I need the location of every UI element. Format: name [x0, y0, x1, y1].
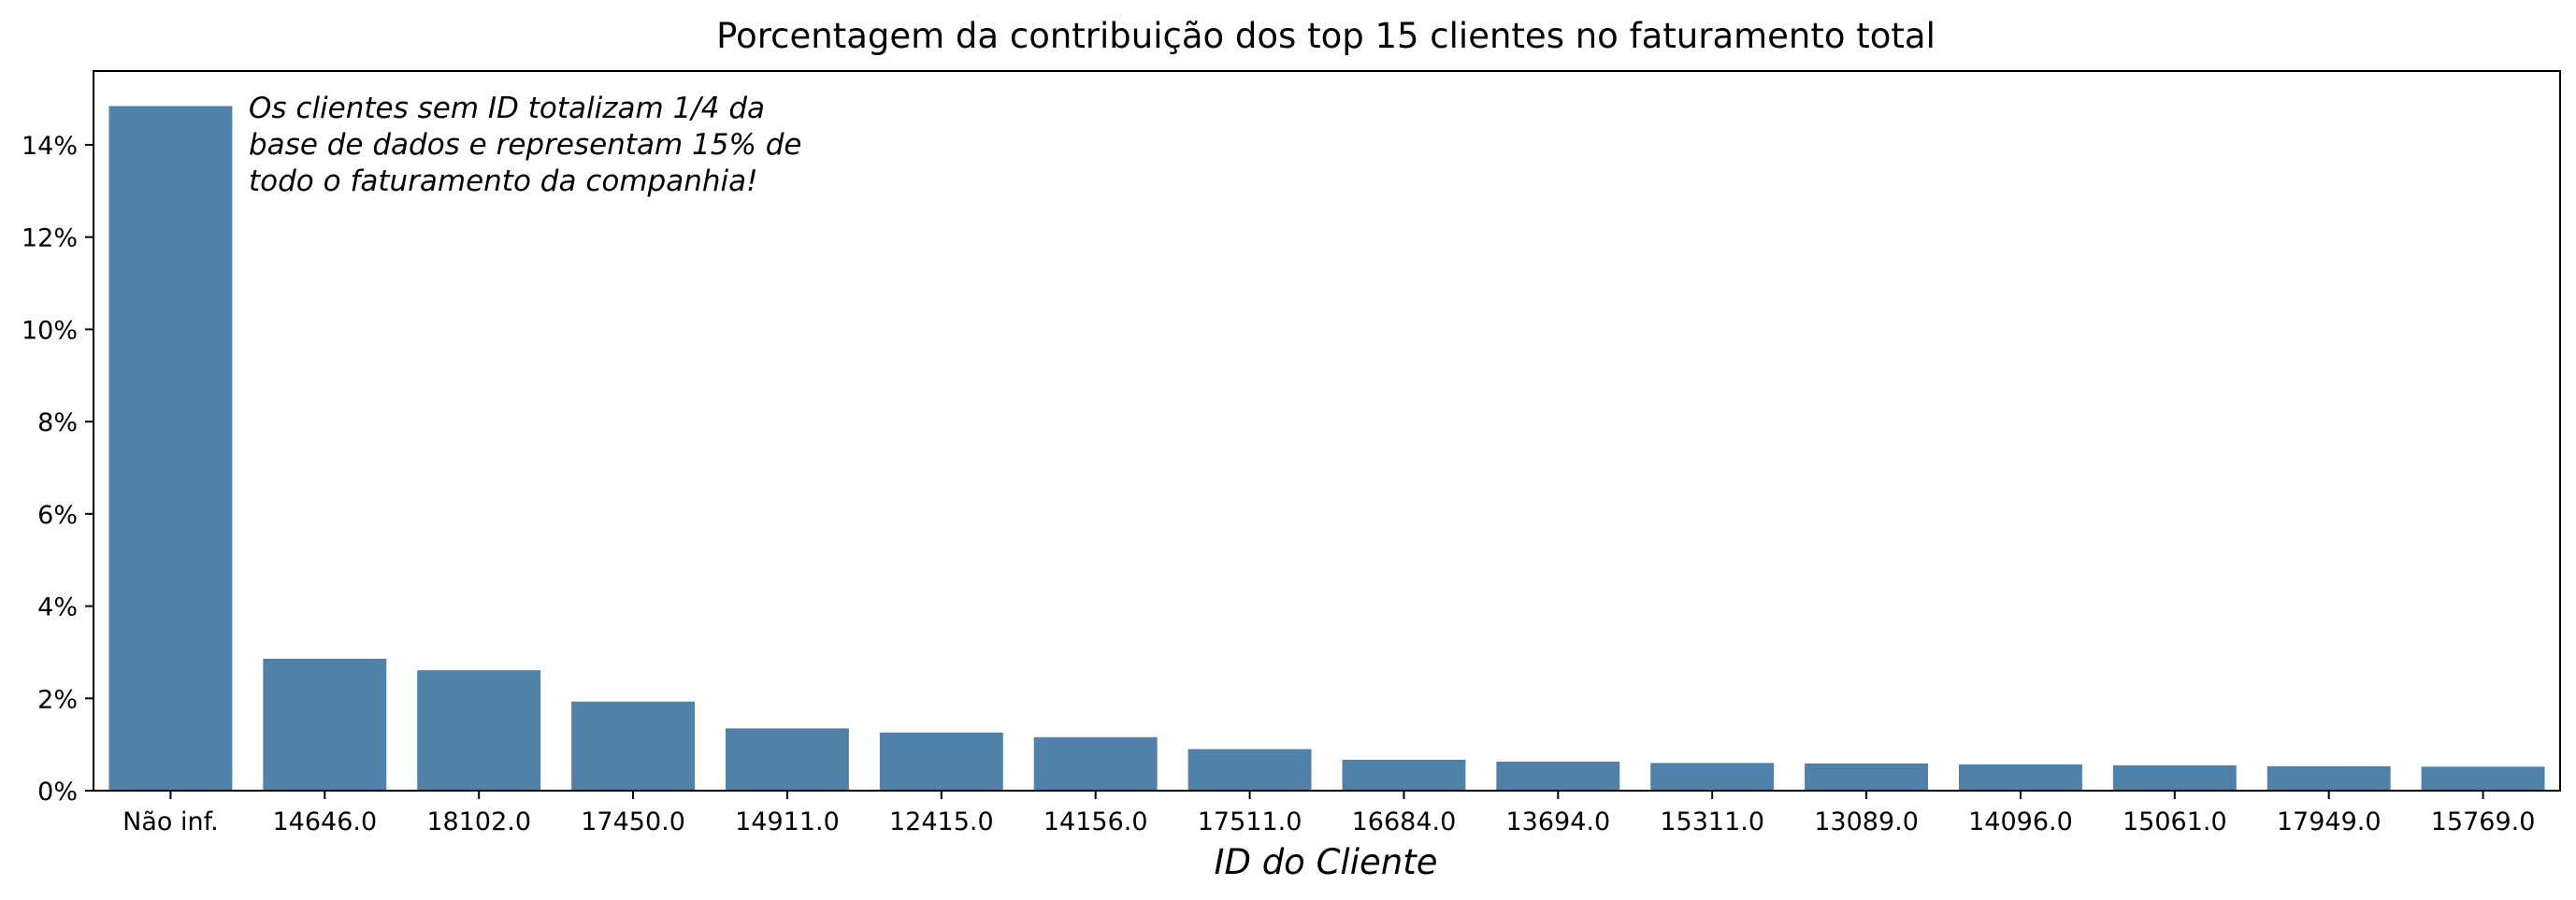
x-tick-label-14: 17949.0: [2277, 807, 2382, 836]
y-axis: 0% 2% 4% 6% 8% 10% 12% 14%: [22, 132, 94, 807]
x-tick-label-1: 14646.0: [272, 807, 377, 836]
annotation-line-3: todo o faturamento da companhia!: [249, 164, 758, 198]
plot-frame: [93, 70, 2561, 792]
annotation: Os clientes sem ID totalizam 1/4 da base…: [249, 92, 802, 198]
y-tick-label-3: 6%: [37, 501, 78, 530]
x-tick-label-5: 12415.0: [889, 807, 994, 836]
x-tick-label-0: Não inf.: [122, 807, 219, 836]
bar-8: [1342, 759, 1466, 791]
x-tick-label-9: 13694.0: [1505, 807, 1610, 836]
x-tick-label-2: 18102.0: [426, 807, 531, 836]
x-axis: Não inf. 14646.0 18102.0 17450.0 14911.0 1241…: [122, 791, 2535, 836]
annotation-line-1: Os clientes sem ID totalizam 1/4 da: [249, 92, 765, 125]
bar-1: [263, 658, 387, 791]
bar-13: [2112, 764, 2237, 791]
y-tick-label-7: 14%: [22, 132, 78, 161]
bar-2: [417, 670, 541, 791]
x-tick-label-12: 14096.0: [1968, 807, 2073, 836]
bar-4: [725, 728, 849, 791]
bar-0: [108, 106, 233, 791]
bar-5: [879, 732, 1003, 791]
bar-9: [1496, 761, 1620, 791]
x-tick-label-4: 14911.0: [735, 807, 840, 836]
x-tick-label-15: 15769.0: [2431, 807, 2536, 836]
x-tick-label-8: 16684.0: [1352, 807, 1457, 836]
x-tick-label-13: 15061.0: [2123, 807, 2227, 836]
y-tick-label-4: 8%: [37, 408, 78, 437]
bar-6: [1033, 736, 1158, 791]
bar-15: [2421, 766, 2545, 791]
x-tick-label-11: 13089.0: [1814, 807, 1919, 836]
bars-layer: [108, 106, 2545, 791]
y-tick-label-2: 4%: [37, 593, 78, 622]
x-tick-label-10: 15311.0: [1660, 807, 1764, 836]
y-tick-label-6: 12%: [22, 224, 78, 253]
bar-14: [2267, 765, 2391, 791]
bar-12: [1958, 764, 2082, 791]
chart-title: Porcentagem da contribuição dos top 15 c…: [716, 16, 1936, 56]
bar-10: [1650, 763, 1775, 791]
x-tick-label-7: 17511.0: [1198, 807, 1302, 836]
y-tick-label-5: 10%: [22, 316, 78, 345]
bar-7: [1187, 749, 1312, 791]
bar-3: [571, 701, 696, 791]
x-tick-label-3: 17450.0: [581, 807, 685, 836]
x-axis-label: ID do Cliente: [1215, 842, 1438, 882]
y-tick-label-0: 0%: [37, 778, 78, 807]
annotation-line-2: base de dados e representam 15% de: [249, 128, 802, 162]
bar-11: [1805, 763, 1929, 791]
x-tick-label-6: 14156.0: [1043, 807, 1148, 836]
y-tick-label-1: 2%: [37, 685, 78, 714]
